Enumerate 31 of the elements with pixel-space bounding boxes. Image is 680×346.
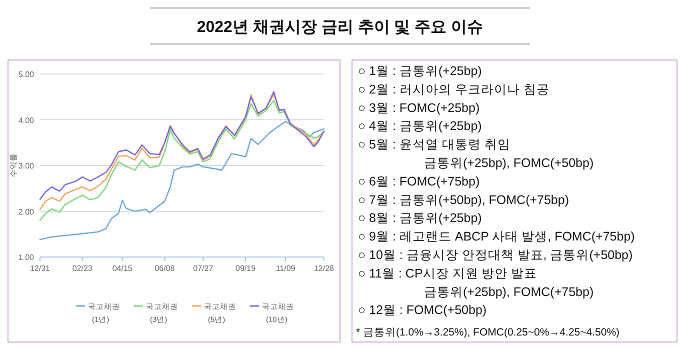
text: ○ 2월 : 러시아의 우크라이나 침공	[358, 82, 550, 96]
y-tick-label: 5.00	[18, 70, 35, 79]
text: ○ 8월 : 금통위(+25bp)	[358, 211, 482, 226]
y-axis-title: 수익률	[9, 154, 18, 178]
x-tick-label: 06/08	[154, 264, 176, 273]
y-tick-label: 3.00	[18, 162, 35, 170]
text: ○ 1월 : 금통위(+25bp)	[358, 64, 482, 78]
x-tick-label: 02/23	[72, 264, 93, 273]
x-tick-label: 12/31	[30, 264, 51, 273]
text: ○ 3월 : FOMC(+25bp)	[358, 100, 480, 115]
x-tick-label: 12/28	[314, 264, 335, 273]
text: ○ 9월 : 레고랜드 ABCP 사태 발생, FOMC(+75bp)	[358, 230, 635, 244]
text: * 금통위(1.0%→3.25%), FOMC(0.25~0%→4.25~4.50%)	[356, 326, 620, 339]
text: ○ 4월 : 금통위(+25bp)	[358, 119, 482, 134]
x-tick-label: 11/09	[276, 264, 296, 273]
text: 금통위(+25bp), FOMC(+50bp)	[424, 156, 594, 170]
line-series	[39, 120, 325, 240]
text: ○ 5월 : 윤석열 대통령 취임	[358, 138, 510, 152]
text: ○ 12월 : FOMC(+50bp)	[358, 303, 487, 318]
text: ○ 10월 : 금융시장 안정대책 발표, 금통위(+50bp)	[358, 248, 633, 262]
x-tick-label: 07/27	[193, 264, 214, 273]
text: ○ 6월 : FOMC(+75bp)	[358, 174, 480, 188]
y-tick-label: 1.00	[18, 253, 35, 262]
y-tick-label: 4.00	[18, 116, 35, 125]
text: ○ 11월 : CP시장 지원 방안 발표	[358, 266, 538, 280]
text: 금통위(+25bp), FOMC(+75bp)	[424, 284, 594, 299]
chart-title: 2022년 채권시장 금리 추이 및 주요 이슈	[196, 19, 484, 36]
text: ○ 7월 : 금통위(+50bp), FOMC(+75bp)	[358, 192, 570, 207]
x-tick-label: 04/15	[112, 264, 133, 273]
x-tick-label: 09/19	[236, 264, 256, 273]
y-tick-label: 2.00	[18, 207, 35, 216]
